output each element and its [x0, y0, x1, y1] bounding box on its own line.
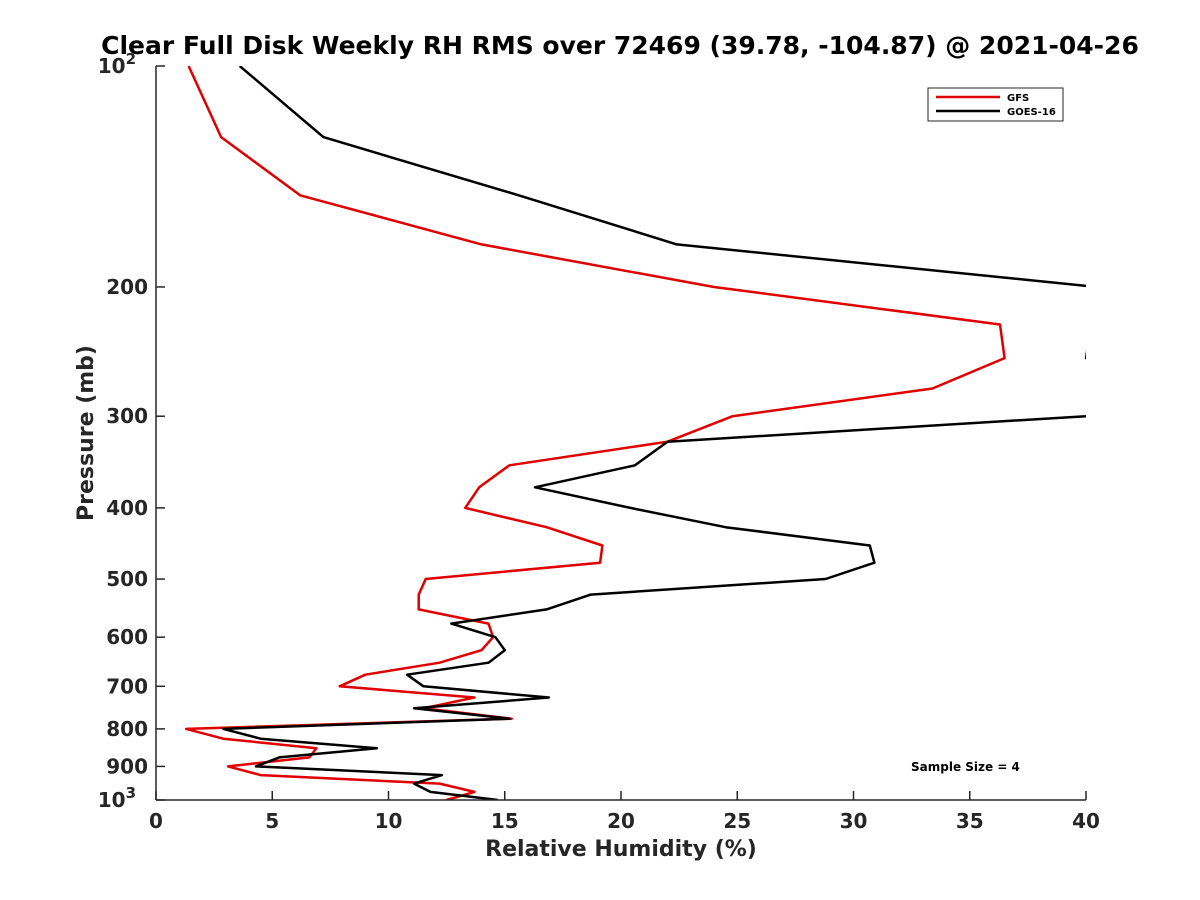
y-axis-label: Pressure (mb) [74, 345, 99, 521]
series-line-goes16 [222, 66, 1086, 800]
x-tick-label: 15 [491, 809, 519, 833]
y-tick-label: 700 [106, 674, 148, 698]
y-tick-label: 103 [98, 784, 136, 812]
y-tick-label: 600 [106, 625, 148, 649]
y-tick-label: 102 [98, 50, 136, 78]
series-line-gfs [184, 66, 1006, 800]
legend-label-gfs: GFS [1007, 93, 1029, 104]
y-tick-label: 400 [106, 496, 148, 520]
x-tick-label: 10 [375, 809, 403, 833]
legend-label-goes16: GOES-16 [1007, 107, 1056, 118]
x-tick-label: 40 [1072, 809, 1100, 833]
y-tick-label: 900 [106, 754, 148, 778]
x-tick-label: 30 [840, 809, 868, 833]
x-tick-label: 25 [723, 809, 751, 833]
x-axis-ticks: 0 5 10 15 20 25 30 35 40 [149, 791, 1100, 833]
legend-box [927, 87, 1064, 122]
x-tick-label: 5 [265, 809, 279, 833]
legend: GFS GOES-16 [927, 87, 1064, 122]
x-axis-label: Relative Humidity (%) [485, 837, 757, 862]
plot-area [184, 66, 1086, 800]
y-axis-ticks: 102 200 300 400 500 600 700 800 900 103 [98, 50, 165, 812]
y-tick-label: 800 [106, 717, 148, 741]
y-tick-label: 300 [106, 404, 148, 428]
y-tick-label: 500 [106, 567, 148, 591]
y-tick-label: 200 [106, 275, 148, 299]
x-tick-label: 35 [956, 809, 984, 833]
chart-title: Clear Full Disk Weekly RH RMS over 72469… [101, 31, 1139, 60]
x-tick-label: 20 [607, 809, 635, 833]
sample-size-annotation: Sample Size = 4 [911, 760, 1020, 774]
x-tick-label: 0 [149, 809, 163, 833]
